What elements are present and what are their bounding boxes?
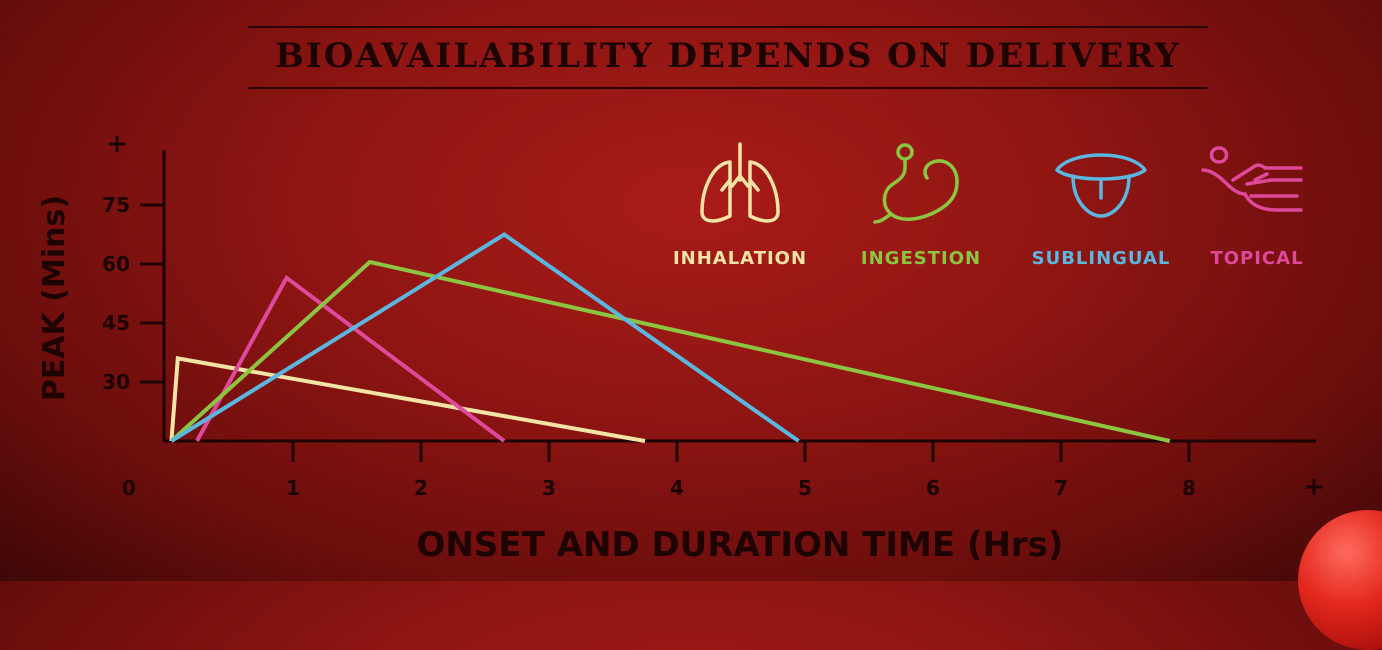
- y-tick-label: +: [106, 129, 128, 159]
- series-line-ingestion: [170, 259, 1171, 443]
- title-block: BIOAVAILABILITY DEPENDS ON DELIVERY: [248, 26, 1208, 90]
- y-tick-label: 30: [102, 370, 130, 394]
- x-tick-label: 7: [1054, 476, 1068, 500]
- x-tick-label: 1: [286, 476, 300, 500]
- series-line-inhalation: [169, 356, 646, 443]
- y-tick-label: 75: [102, 193, 130, 217]
- x-tick-label: 8: [1182, 476, 1196, 500]
- x-tick-label: 0: [122, 476, 136, 500]
- chart-title: BIOAVAILABILITY DEPENDS ON DELIVERY: [275, 36, 1181, 76]
- legend-item-sublingual: SUBLINGUAL: [1016, 140, 1186, 269]
- legend-label-topical: TOPICAL: [1210, 248, 1304, 269]
- x-tick-label: 2: [414, 476, 428, 500]
- y-tick-label: 60: [102, 252, 130, 276]
- x-axis-title: ONSET AND DURATION TIME (Hrs): [417, 525, 1064, 565]
- y-axis-title: PEAK (Mins): [37, 195, 72, 401]
- x-tick-label: 3: [542, 476, 556, 500]
- legend-label-sublingual: SUBLINGUAL: [1031, 248, 1171, 269]
- tongue-icon: [1055, 153, 1147, 218]
- y-tick-label: 45: [102, 311, 130, 335]
- stomach-icon: [873, 143, 959, 224]
- x-tick-label: +: [1303, 472, 1325, 502]
- legend-item-ingestion: INGESTION: [836, 140, 1006, 269]
- legend-item-topical: TOPICAL: [1172, 140, 1342, 269]
- lungs-icon: [700, 142, 780, 223]
- series-line-sublingual: [170, 232, 800, 443]
- hand-icon: [1201, 146, 1303, 212]
- title-rule-top: [248, 26, 1208, 28]
- series-line-topical: [195, 274, 506, 443]
- legend-label-ingestion: INGESTION: [860, 248, 982, 269]
- title-rule-bottom: [248, 87, 1208, 89]
- x-tick-label: 5: [798, 476, 812, 500]
- x-tick-label: 4: [670, 476, 684, 500]
- x-tick-label: 6: [926, 476, 940, 500]
- legend-label-inhalation: INHALATION: [672, 248, 808, 269]
- legend-item-inhalation: INHALATION: [655, 140, 825, 269]
